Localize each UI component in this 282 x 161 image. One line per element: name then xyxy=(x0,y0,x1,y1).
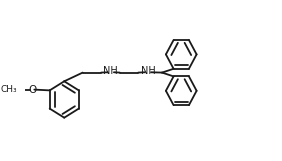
Text: NH: NH xyxy=(141,66,155,76)
Text: CH₃: CH₃ xyxy=(0,85,17,94)
Text: NH: NH xyxy=(103,66,118,76)
Text: O: O xyxy=(28,85,36,95)
